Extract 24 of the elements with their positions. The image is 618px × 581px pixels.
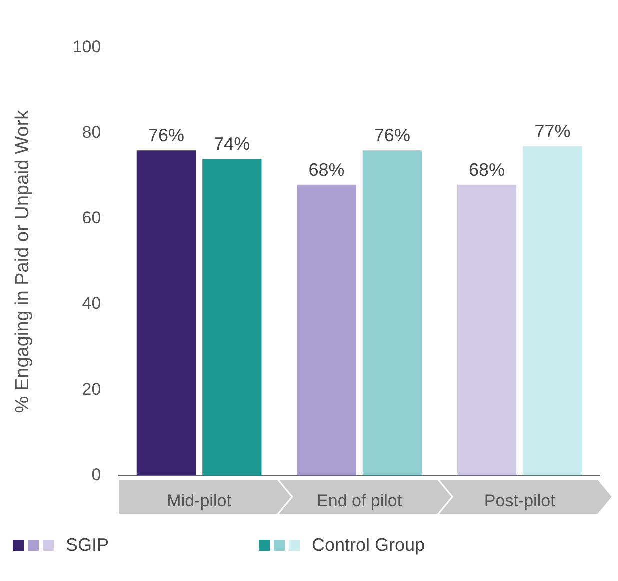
data-label: 76% (374, 126, 410, 146)
y-tick-label: 60 (82, 208, 102, 228)
bar (136, 150, 196, 476)
x-tick-label: Post-pilot (484, 491, 556, 510)
y-tick-label: 100 (72, 38, 102, 57)
bar (202, 159, 262, 476)
data-label: 77% (534, 121, 571, 142)
y-tick-label: 0 (92, 465, 102, 484)
bar (297, 184, 356, 476)
data-label: 76% (148, 126, 184, 146)
y-tick-label: 20 (82, 380, 102, 399)
data-label: 68% (468, 160, 506, 180)
bar (362, 150, 422, 476)
y-tick-label: 40 (82, 294, 102, 314)
legend-label: SGIP (66, 535, 110, 556)
y-tick-label: 80 (82, 123, 102, 142)
x-tick-label: Mid-pilot (167, 491, 232, 510)
bar (457, 184, 517, 476)
y-axis-title: % Engaging in Paid or Unpaid Work (12, 110, 34, 414)
data-label: 68% (308, 160, 345, 180)
bar (523, 146, 582, 476)
data-label: 74% (214, 134, 250, 154)
legend-label: Control Group (312, 535, 426, 556)
x-tick-label: End of pilot (317, 491, 402, 510)
